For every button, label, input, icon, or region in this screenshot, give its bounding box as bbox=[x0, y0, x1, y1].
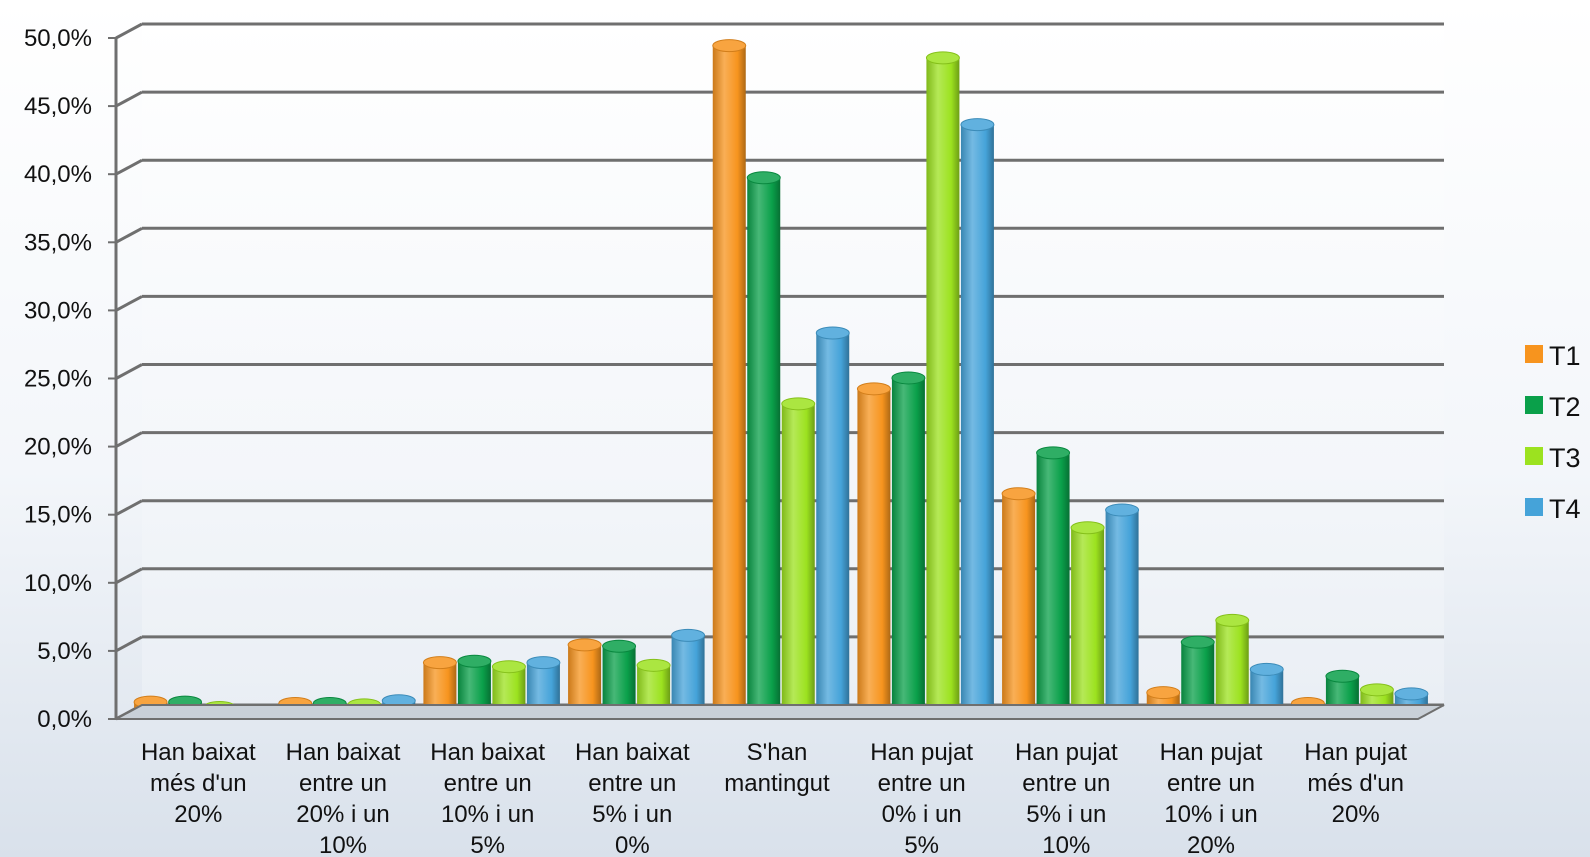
legend-swatch bbox=[1525, 345, 1543, 363]
bar bbox=[1070, 521, 1105, 719]
x-tick-label: Han pujat entre un 5% i un 10% bbox=[1015, 739, 1118, 857]
bar bbox=[891, 371, 926, 719]
legend-swatch bbox=[1525, 396, 1543, 414]
bar bbox=[781, 397, 816, 719]
x-axis: Han baixat més d'un 20% Han baixat entre un 2… bbox=[115, 704, 1445, 857]
bar bbox=[1105, 503, 1140, 719]
chart-floor bbox=[115, 704, 1445, 720]
x-tick-label: Han pujat entre un 0% i un 5% bbox=[870, 739, 973, 857]
bar bbox=[567, 638, 602, 719]
bar bbox=[1036, 446, 1071, 719]
y-tick-label: 30,0% bbox=[24, 297, 92, 324]
legend-item: T1 bbox=[1525, 341, 1581, 371]
x-tick-label: Han pujat entre un 10% i un 20% bbox=[1160, 739, 1263, 857]
y-tick-label: 0,0% bbox=[37, 706, 92, 733]
bar bbox=[671, 628, 706, 719]
y-tick-label: 20,0% bbox=[24, 434, 92, 461]
bar bbox=[856, 382, 891, 719]
y-tick-label: 5,0% bbox=[37, 638, 92, 665]
bar bbox=[1215, 613, 1250, 719]
x-tick-label: Han baixat més d'un 20% bbox=[141, 739, 256, 828]
bar bbox=[815, 326, 850, 719]
legend-label: T2 bbox=[1549, 392, 1581, 422]
x-tick-label: Han pujat més d'un 20% bbox=[1304, 739, 1407, 828]
legend-label: T4 bbox=[1549, 494, 1581, 524]
legend-swatch bbox=[1525, 498, 1543, 516]
legend: T1 T2 T3 T4 bbox=[1525, 341, 1581, 524]
bar bbox=[1180, 635, 1215, 719]
x-tick-label: Han baixat entre un 5% i un 0% bbox=[575, 739, 690, 857]
legend-item: T2 bbox=[1525, 392, 1581, 422]
x-tick-label: Han baixat entre un 20% i un 10% bbox=[286, 739, 401, 857]
legend-label: T3 bbox=[1549, 443, 1581, 473]
y-tick-label: 35,0% bbox=[24, 229, 92, 256]
y-tick-label: 50,0% bbox=[24, 25, 92, 52]
bar bbox=[925, 51, 960, 720]
y-tick-label: 10,0% bbox=[24, 570, 92, 597]
y-axis: 0,0% 5,0% 10,0% 15,0% 20,0% 25,0% 30,0% 35,0% 40… bbox=[24, 25, 118, 733]
y-tick-label: 40,0% bbox=[24, 161, 92, 188]
x-tick-label: S'han mantingut bbox=[724, 739, 830, 797]
bar bbox=[602, 639, 637, 719]
y-tick-label: 25,0% bbox=[24, 366, 92, 393]
y-tick-label: 15,0% bbox=[24, 502, 92, 529]
legend-item: T3 bbox=[1525, 443, 1581, 473]
bar bbox=[960, 118, 995, 720]
bar bbox=[746, 171, 781, 719]
legend-swatch bbox=[1525, 447, 1543, 465]
x-tick-label: Han baixat entre un 10% i un 5% bbox=[430, 739, 545, 857]
legend-label: T1 bbox=[1549, 341, 1581, 371]
bar bbox=[712, 39, 747, 720]
legend-item: T4 bbox=[1525, 494, 1581, 524]
bar bbox=[1001, 487, 1036, 719]
y-tick-label: 45,0% bbox=[24, 93, 92, 120]
